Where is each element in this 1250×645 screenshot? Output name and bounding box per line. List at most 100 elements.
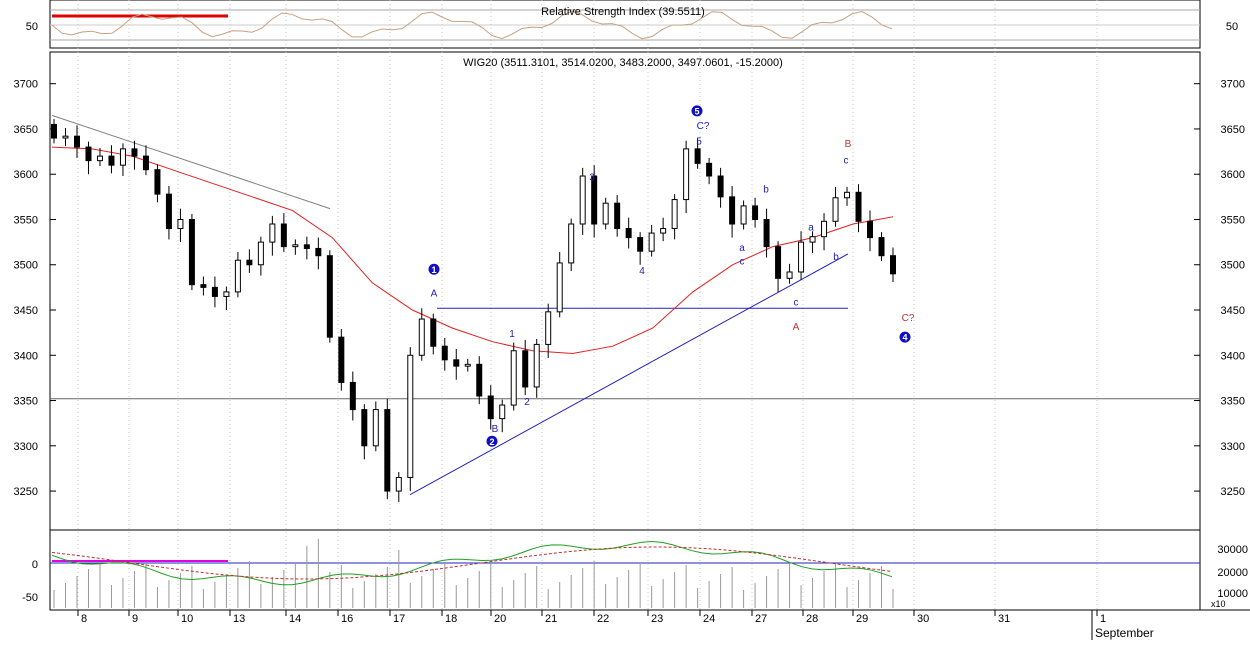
candle-body-2 (73, 135, 80, 148)
wave-circle-2 (691, 105, 703, 117)
vol-left-tick-0: 0 (32, 559, 38, 571)
x-tick-label-8: 20 (494, 613, 506, 625)
candle-body-47 (591, 175, 598, 225)
y-tick-label-left-9: 3700 (14, 79, 38, 91)
rsi-layer (50, 9, 1200, 41)
candle-body-45 (568, 223, 575, 264)
volume-oscillator-green (51, 540, 893, 586)
candle-body-5 (108, 155, 115, 166)
candle-body-25 (338, 336, 345, 383)
x-tick-label-13: 27 (755, 613, 767, 625)
wave-label-6: B (492, 424, 499, 435)
wave-label-12: A (793, 322, 800, 333)
x-tick-label-4: 14 (289, 613, 301, 625)
candle-body-36 (464, 363, 471, 367)
x-tick-label-17: 31 (998, 613, 1010, 625)
candle-body-52 (648, 232, 655, 252)
y-tick-label-left-1: 3300 (14, 441, 38, 453)
candles (51, 118, 896, 502)
candle-body-14 (211, 286, 218, 297)
volume-oscillator-red (51, 546, 893, 580)
candle-body-0 (51, 123, 57, 139)
y-tick-label-right-1: 3300 (1221, 441, 1245, 453)
candle-body-53 (660, 228, 667, 234)
candle-body-38 (487, 395, 494, 420)
wave-label-15: a (808, 222, 814, 233)
trend-lines (50, 114, 1200, 496)
candle-body-11 (177, 218, 184, 230)
wave-label-13: B (845, 139, 852, 150)
wave-label-10: c (794, 297, 799, 308)
candle-body-44 (556, 262, 563, 313)
candle-body-55 (683, 148, 690, 201)
month-label: September (1095, 626, 1154, 640)
wave-label-5: A (431, 288, 438, 299)
candle-body-56 (694, 148, 701, 164)
wave-label-7: C? (697, 121, 710, 132)
wave-label-2: 3 (589, 173, 595, 184)
y-tick-label-right-8: 3650 (1221, 124, 1245, 136)
candle-body-51 (637, 237, 644, 252)
wave-label-9: b (763, 184, 769, 195)
candle-body-58 (717, 175, 724, 198)
candle-body-26 (349, 381, 356, 411)
candle-body-13 (200, 284, 207, 288)
candle-body-8 (142, 155, 149, 171)
rsi-line (51, 10, 893, 40)
candle-body-42 (533, 343, 540, 388)
candle-body-23 (315, 247, 322, 257)
x-tick-label-18: 1 (1100, 613, 1106, 625)
y-tick-label-right-7: 3600 (1221, 169, 1245, 181)
vertical-grid (77, 0, 1098, 610)
wave-circle-label-0: 1 (431, 265, 436, 275)
y-tick-label-left-4: 3450 (14, 305, 38, 317)
candle-body-50 (625, 228, 632, 239)
candle-body-17 (246, 259, 253, 266)
wave-label-17: c (740, 257, 745, 268)
candle-body-60 (740, 205, 747, 225)
y-tick-label-right-3: 3400 (1221, 350, 1245, 362)
candle-body-10 (165, 193, 172, 230)
candle-body-66 (809, 236, 816, 243)
candle-body-30 (395, 476, 402, 492)
downtrend-line (51, 114, 331, 210)
candle-body-1 (62, 135, 69, 139)
candle-body-19 (269, 223, 276, 243)
moving-average-line (51, 146, 894, 355)
wave-circle-3 (899, 331, 911, 343)
uptrend-line (409, 253, 849, 496)
x-tick-label-5: 16 (341, 613, 353, 625)
y-tick-label-left-8: 3650 (14, 124, 38, 136)
candle-body-59 (729, 196, 736, 225)
x-tick-label-0: 8 (81, 613, 87, 625)
wave-circle-1 (486, 435, 498, 447)
wave-label-3: 4 (639, 266, 645, 277)
candle-body-73 (890, 255, 896, 275)
candle-body-64 (786, 271, 793, 279)
candle-body-57 (706, 162, 713, 177)
candle-body-18 (257, 241, 264, 266)
candle-body-35 (453, 359, 460, 367)
candle-body-3 (85, 146, 92, 162)
price-panel (49, 51, 1201, 531)
candle-body-46 (579, 175, 586, 225)
x-tick-label-7: 18 (445, 613, 457, 625)
y-tick-label-left-0: 3250 (14, 486, 38, 498)
candle-body-43 (545, 311, 552, 345)
candle-body-7 (131, 148, 138, 157)
x-tick-label-10: 22 (597, 613, 609, 625)
volume-panel (49, 529, 1201, 611)
price-title: WIG20 (3511.3101, 3514.0200, 3483.2000, … (463, 57, 783, 69)
wave-label-14: c (844, 155, 849, 166)
vol-right-tick-0: 30000 (1217, 544, 1248, 556)
candle-body-37 (476, 363, 483, 397)
candle-body-65 (798, 241, 805, 273)
candle-body-41 (522, 350, 529, 388)
x-tick-label-16: 30 (917, 613, 929, 625)
candle-body-22 (303, 244, 310, 249)
candle-body-49 (614, 202, 621, 230)
y-tick-label-left-3: 3400 (14, 350, 38, 362)
